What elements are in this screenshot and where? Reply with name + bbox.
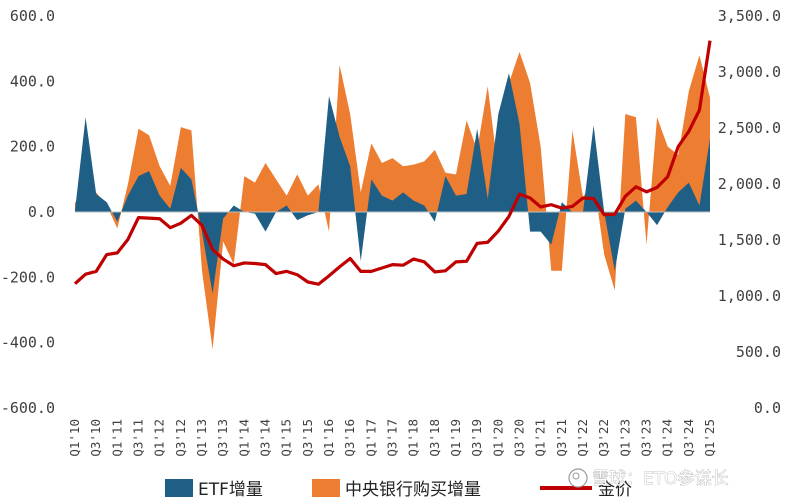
series-area-central-bank bbox=[75, 51, 710, 350]
x-tick-label: Q1'24 bbox=[660, 419, 675, 457]
right-tick-label: 0.0 bbox=[754, 399, 781, 417]
watermark: 雪球：ETO参谋长 bbox=[568, 468, 729, 489]
legend-label-gold-price: 金价 bbox=[598, 480, 632, 500]
right-tick-label: 3,000.0 bbox=[718, 63, 781, 81]
x-tick-label: Q1'19 bbox=[448, 419, 463, 457]
x-tick-label: Q3'21 bbox=[554, 419, 569, 457]
right-tick-label: 2,500.0 bbox=[718, 119, 781, 137]
right-tick-label: 1,000.0 bbox=[718, 287, 781, 305]
x-tick-label: Q3'14 bbox=[258, 419, 273, 457]
x-tick-label: Q3'17 bbox=[385, 419, 400, 457]
x-tick-label: Q1'25 bbox=[702, 419, 717, 457]
legend-swatch-central-bank bbox=[312, 479, 340, 497]
x-tick-label: Q1'10 bbox=[67, 419, 82, 457]
right-tick-label: 3,500.0 bbox=[718, 7, 781, 25]
x-axis: Q1'10 Q3'10 Q1'11 Q3'11 Q1'12 Q3'12 Q1'13 Q3'13… bbox=[67, 419, 717, 457]
x-tick-label: Q3'20 bbox=[512, 419, 527, 457]
x-tick-label: Q3'18 bbox=[427, 419, 442, 457]
x-tick-label: Q3'23 bbox=[639, 419, 654, 457]
right-tick-label: 500.0 bbox=[736, 343, 781, 361]
left-tick-label: 0.0 bbox=[28, 203, 55, 221]
left-tick-label: 400.0 bbox=[10, 72, 55, 90]
right-y-axis: 3,500.0 3,000.0 2,500.0 2,000.0 1,500.0 1,000… bbox=[718, 7, 781, 417]
x-tick-label: Q3'16 bbox=[342, 419, 357, 457]
left-tick-label: -200.0 bbox=[1, 268, 55, 286]
legend-label-etf: ETF增量 bbox=[198, 480, 263, 500]
x-tick-label: Q1'18 bbox=[406, 419, 421, 457]
legend-swatch-etf bbox=[165, 479, 193, 497]
x-tick-label: Q1'22 bbox=[575, 419, 590, 457]
watermark-text: 雪球：ETO参谋长 bbox=[592, 469, 729, 489]
x-tick-label: Q1'20 bbox=[490, 419, 505, 457]
x-tick-label: Q3'11 bbox=[131, 419, 146, 457]
x-tick-label: Q1'17 bbox=[363, 419, 378, 457]
x-tick-label: Q3'12 bbox=[173, 419, 188, 457]
right-tick-label: 1,500.0 bbox=[718, 231, 781, 249]
x-tick-label: Q3'13 bbox=[215, 419, 230, 457]
left-tick-label: -400.0 bbox=[1, 334, 55, 352]
legend: ETF增量 中央银行购买增量 金价 bbox=[165, 479, 632, 500]
series-line-gold-price bbox=[73, 40, 712, 286]
x-tick-label: Q1'15 bbox=[279, 419, 294, 457]
x-tick-label: Q3'22 bbox=[596, 419, 611, 457]
x-tick-label: Q3'15 bbox=[300, 419, 315, 457]
x-tick-label: Q3'19 bbox=[469, 419, 484, 457]
x-tick-label: Q1'11 bbox=[109, 419, 124, 457]
x-tick-label: Q3'24 bbox=[681, 419, 696, 457]
snowball-logo-icon bbox=[568, 468, 588, 488]
right-tick-label: 2,000.0 bbox=[718, 175, 781, 193]
legend-label-central-bank: 中央银行购买增量 bbox=[345, 480, 481, 500]
x-tick-label: Q3'10 bbox=[88, 419, 103, 457]
left-tick-label: 200.0 bbox=[10, 138, 55, 156]
left-tick-label: 600.0 bbox=[10, 7, 55, 25]
x-tick-label: Q1'12 bbox=[152, 419, 167, 457]
left-tick-label: -600.0 bbox=[1, 399, 55, 417]
x-tick-label: Q1'23 bbox=[617, 419, 632, 457]
x-tick-label: Q1'21 bbox=[533, 419, 548, 457]
x-tick-label: Q1'13 bbox=[194, 419, 209, 457]
series-area-etf bbox=[75, 73, 710, 294]
x-tick-label: Q1'16 bbox=[321, 419, 336, 457]
x-tick-label: Q1'14 bbox=[236, 419, 251, 457]
left-y-axis: 600.0 400.0 200.0 0.0 -200.0 -400.0 -600.0 bbox=[1, 7, 55, 417]
